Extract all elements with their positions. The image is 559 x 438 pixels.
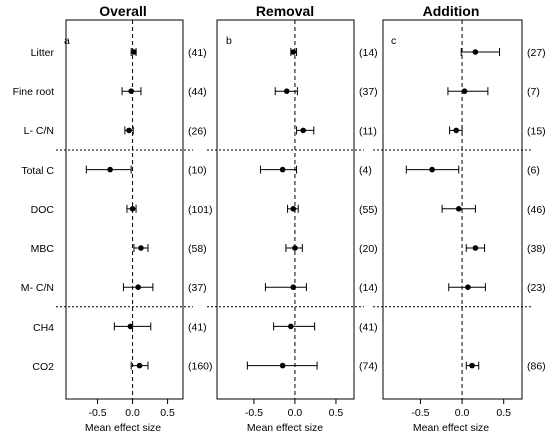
x-axis-title-overall: Mean effect size [85,422,161,434]
sample-size-label-removal-co2: (74) [359,361,378,373]
x-tick-label-overall-1: 0.0 [125,407,140,419]
sample-size-label-overall-co2: (160) [188,361,213,373]
sample-size-label-overall-l-c-n: (26) [188,125,207,137]
sample-size-label-addition-litter: (27) [527,47,546,59]
mean-point-overall-litter [131,49,137,55]
mean-point-overall-m-c-n [135,284,141,291]
sample-size-label-overall-litter: (41) [188,47,207,59]
sample-size-label-addition-l-c-n: (15) [527,125,546,137]
mean-point-overall-mbc [138,245,144,251]
sample-size-label-addition-m-c-n: (23) [527,282,546,294]
panel-overall-marks: -0.5 0.0 0.5 (41) (44) (26) (10) (101) (58) (37) (… [56,19,213,419]
sample-size-label-overall-ch4: (41) [188,321,207,333]
mean-point-addition-litter [472,49,479,55]
mean-point-removal-total-c [279,166,286,173]
mean-point-removal-litter [290,49,297,55]
category-label-total-c: Total C [21,165,54,177]
panel-removal-marks: -0.5 0.0 0.5 (14) (37) (11) (4) (55) (20) (14) (41… [207,19,378,419]
category-label-co2: CO2 [32,361,54,373]
panel-letter-c: c [391,35,396,47]
category-label-mbc: MBC [31,243,55,255]
mean-point-addition-fine-root [461,88,468,94]
panel-letter-b: b [226,35,232,47]
panel-title-overall: Overall [99,3,146,19]
mean-point-removal-co2 [279,362,286,369]
sample-size-label-addition-total-c: (6) [527,165,540,177]
category-labels: Litter Fine root L- C/N Total C DOC MBC … [13,47,55,373]
x-tick-label-overall-2: 0.5 [160,407,175,419]
sample-size-label-removal-doc: (55) [359,204,378,216]
sample-size-label-overall-m-c-n: (37) [188,282,207,294]
sample-size-label-removal-fine-root: (37) [359,86,378,98]
mean-point-overall-total-c [107,166,113,173]
x-tick-label-removal-1: 0.0 [288,407,303,419]
panel-addition: Addition c -0.5 0.0 0.5 (27) (7) (15) (6) (46) (… [373,3,546,434]
category-label-doc: DOC [31,204,55,216]
mean-point-addition-doc [455,206,462,212]
mean-point-removal-mbc [292,245,298,251]
sample-size-label-removal-ch4: (41) [359,321,378,333]
mean-point-overall-doc [129,206,136,212]
panel-title-addition: Addition [423,3,480,19]
category-label-m-cn: M- C/N [21,282,54,294]
mean-point-addition-m-c-n [465,284,471,291]
x-tick-label-overall-0: -0.5 [88,407,106,419]
sample-size-label-addition-fine-root: (7) [527,86,540,98]
panel-title-removal: Removal [256,3,314,19]
panel-letter-a: a [64,35,70,47]
sample-size-label-overall-fine-root: (44) [188,86,207,98]
plot-frame-removal [216,19,355,400]
category-label-ch4: CH4 [33,322,54,334]
sample-size-label-addition-doc: (46) [527,204,546,216]
x-tick-label-addition-0: -0.5 [411,407,429,419]
sample-size-label-overall-total-c: (10) [188,165,207,177]
category-label-fine-root: Fine root [13,86,55,98]
sample-size-label-addition-mbc: (38) [527,243,546,255]
mean-point-overall-l-c-n [126,127,132,134]
mean-point-addition-total-c [429,166,435,173]
x-tick-label-removal-2: 0.5 [329,407,344,419]
category-label-l-cn: L- C/N [24,125,54,137]
panel-removal: Removal b -0.5 0.0 0.5 (14) (37) (11) (4) (55) (… [207,3,378,434]
x-axis-title-addition: Mean effect size [413,422,489,434]
sample-size-label-overall-doc: (101) [188,204,213,216]
x-axis-title-removal: Mean effect size [247,422,323,434]
mean-point-overall-co2 [136,362,143,369]
mean-point-addition-l-c-n [453,127,460,134]
mean-point-addition-mbc [472,245,479,251]
x-tick-label-addition-1: 0.0 [455,407,470,419]
mean-point-removal-m-c-n [290,284,297,291]
panel-addition-marks: -0.5 0.0 0.5 (27) (7) (15) (6) (46) (38) (23) (86) [373,19,546,419]
mean-point-overall-fine-root [128,88,134,94]
mean-point-removal-l-c-n [300,127,306,134]
mean-point-addition-co2 [469,362,475,369]
plot-frame-addition [382,19,523,400]
category-label-litter: Litter [31,47,55,59]
sample-size-label-addition-co2: (86) [527,361,546,373]
sample-size-label-removal-total-c: (4) [359,165,372,177]
mean-point-overall-ch4 [127,323,134,330]
sample-size-label-overall-mbc: (58) [188,243,207,255]
sample-size-label-removal-mbc: (20) [359,243,378,255]
panel-overall: Overall a -0.5 0.0 0.5 (41) (44) (26) (10) (101… [56,3,213,434]
mean-point-removal-ch4 [288,323,294,330]
sample-size-label-removal-l-c-n: (11) [359,125,377,137]
plot-frame-overall [65,19,184,400]
x-tick-label-addition-2: 0.5 [496,407,511,419]
mean-point-removal-fine-root [283,88,290,94]
sample-size-label-removal-litter: (14) [359,47,378,59]
mean-point-removal-doc [290,206,297,212]
x-tick-label-removal-0: -0.5 [245,407,263,419]
sample-size-label-removal-m-c-n: (14) [359,282,378,294]
